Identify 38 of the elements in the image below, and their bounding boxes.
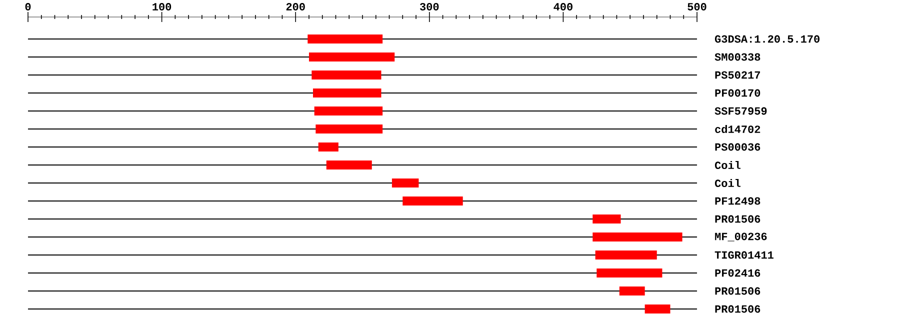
y-tick-label: PF12498	[715, 197, 760, 205]
bar	[326, 160, 372, 170]
bar	[402, 196, 463, 206]
x-tick-label: 100	[152, 3, 172, 10]
y-tick-label: PS00036	[715, 143, 760, 151]
y-tick-label: PF02416	[715, 269, 760, 277]
y-tick-label: TIGR01411	[714, 251, 774, 259]
y-tick-label: MF_00236	[715, 232, 767, 242]
bar	[316, 124, 383, 134]
y-tick-label: Coil	[714, 178, 740, 188]
x-tick-label: 200	[286, 3, 305, 10]
bar	[392, 178, 419, 188]
y-tick-label: PR01506	[715, 287, 760, 295]
y-tick-label: Coil	[714, 160, 740, 170]
bar	[596, 268, 662, 278]
y-tick-label: SM00338	[714, 53, 760, 61]
bar	[595, 250, 657, 260]
y-tick-label: PR01506	[715, 305, 760, 313]
y-tick-label: PF00170	[715, 89, 760, 97]
bar	[644, 304, 670, 314]
bar	[619, 286, 645, 296]
x-tick-label: 300	[420, 2, 439, 10]
bar	[592, 232, 682, 242]
bar	[318, 142, 338, 152]
y-tick-label: G3DSA:1.20.5.170	[714, 35, 820, 43]
x-tick-label: 400	[554, 3, 572, 10]
bar	[312, 70, 382, 80]
y-tick-label: cd14702	[715, 124, 760, 134]
y-tick-label: PR01506	[715, 215, 760, 223]
x-tick-label: 0	[25, 3, 31, 10]
bar	[308, 52, 395, 62]
x-tick-label: 500	[688, 3, 706, 10]
y-tick-label: PS50217	[715, 71, 760, 79]
y-tick-label: SSF57959	[714, 107, 767, 115]
bar	[314, 106, 383, 116]
bar	[308, 34, 383, 44]
bar	[592, 214, 621, 224]
bar	[312, 88, 382, 98]
